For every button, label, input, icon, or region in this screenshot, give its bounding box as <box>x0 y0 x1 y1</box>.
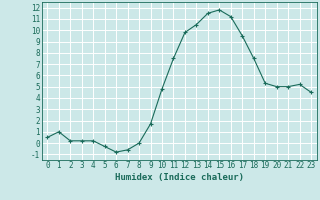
X-axis label: Humidex (Indice chaleur): Humidex (Indice chaleur) <box>115 173 244 182</box>
